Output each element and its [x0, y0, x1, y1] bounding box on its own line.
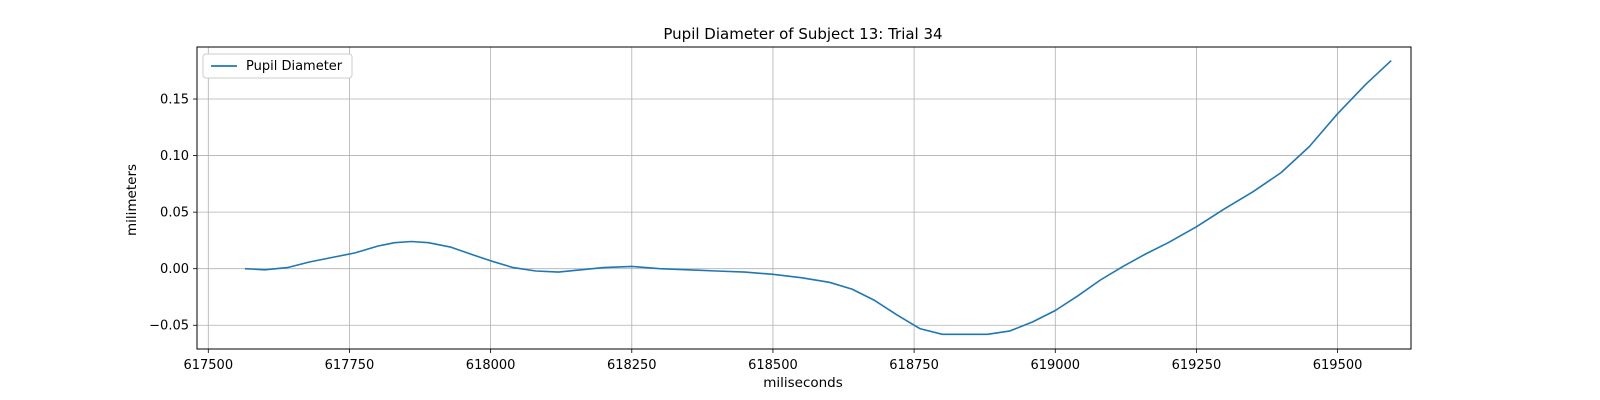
legend: Pupil Diameter — [202, 53, 353, 79]
plot-frame — [196, 46, 1412, 350]
x-axis: 617500 617750 618000 618250 618500 618750 6190… — [183, 349, 1362, 373]
y-axis: −0.05 0.00 0.05 0.10 0.15 — [149, 93, 197, 334]
legend-box — [202, 53, 353, 79]
x-tick-label: 618750 — [889, 358, 939, 373]
x-tick-label: 617500 — [183, 358, 233, 373]
grid — [197, 47, 1411, 349]
series-line-pupil-diameter — [244, 60, 1392, 336]
y-tick-label: 0.10 — [160, 149, 189, 164]
y-tick-label: 0.00 — [160, 262, 189, 277]
series-layer — [244, 60, 1392, 336]
x-tick-label: 618000 — [466, 358, 516, 373]
x-tick-label: 617750 — [325, 358, 375, 373]
legend-label: Pupil Diameter — [246, 59, 343, 74]
x-tick-label: 619250 — [1172, 358, 1222, 373]
x-tick-label: 619500 — [1313, 358, 1363, 373]
x-axis-label: miliseconds — [763, 375, 843, 391]
y-tick-label: −0.05 — [149, 319, 189, 334]
x-tick-label: 618500 — [748, 358, 798, 373]
x-tick-label: 618250 — [607, 358, 657, 373]
y-tick-label: 0.15 — [160, 93, 189, 108]
x-tick-label: 619000 — [1030, 358, 1080, 373]
y-tick-label: 0.05 — [160, 206, 189, 221]
chart-title: Pupil Diameter of Subject 13: Trial 34 — [663, 25, 942, 43]
y-axis-label: milimeters — [124, 164, 140, 236]
